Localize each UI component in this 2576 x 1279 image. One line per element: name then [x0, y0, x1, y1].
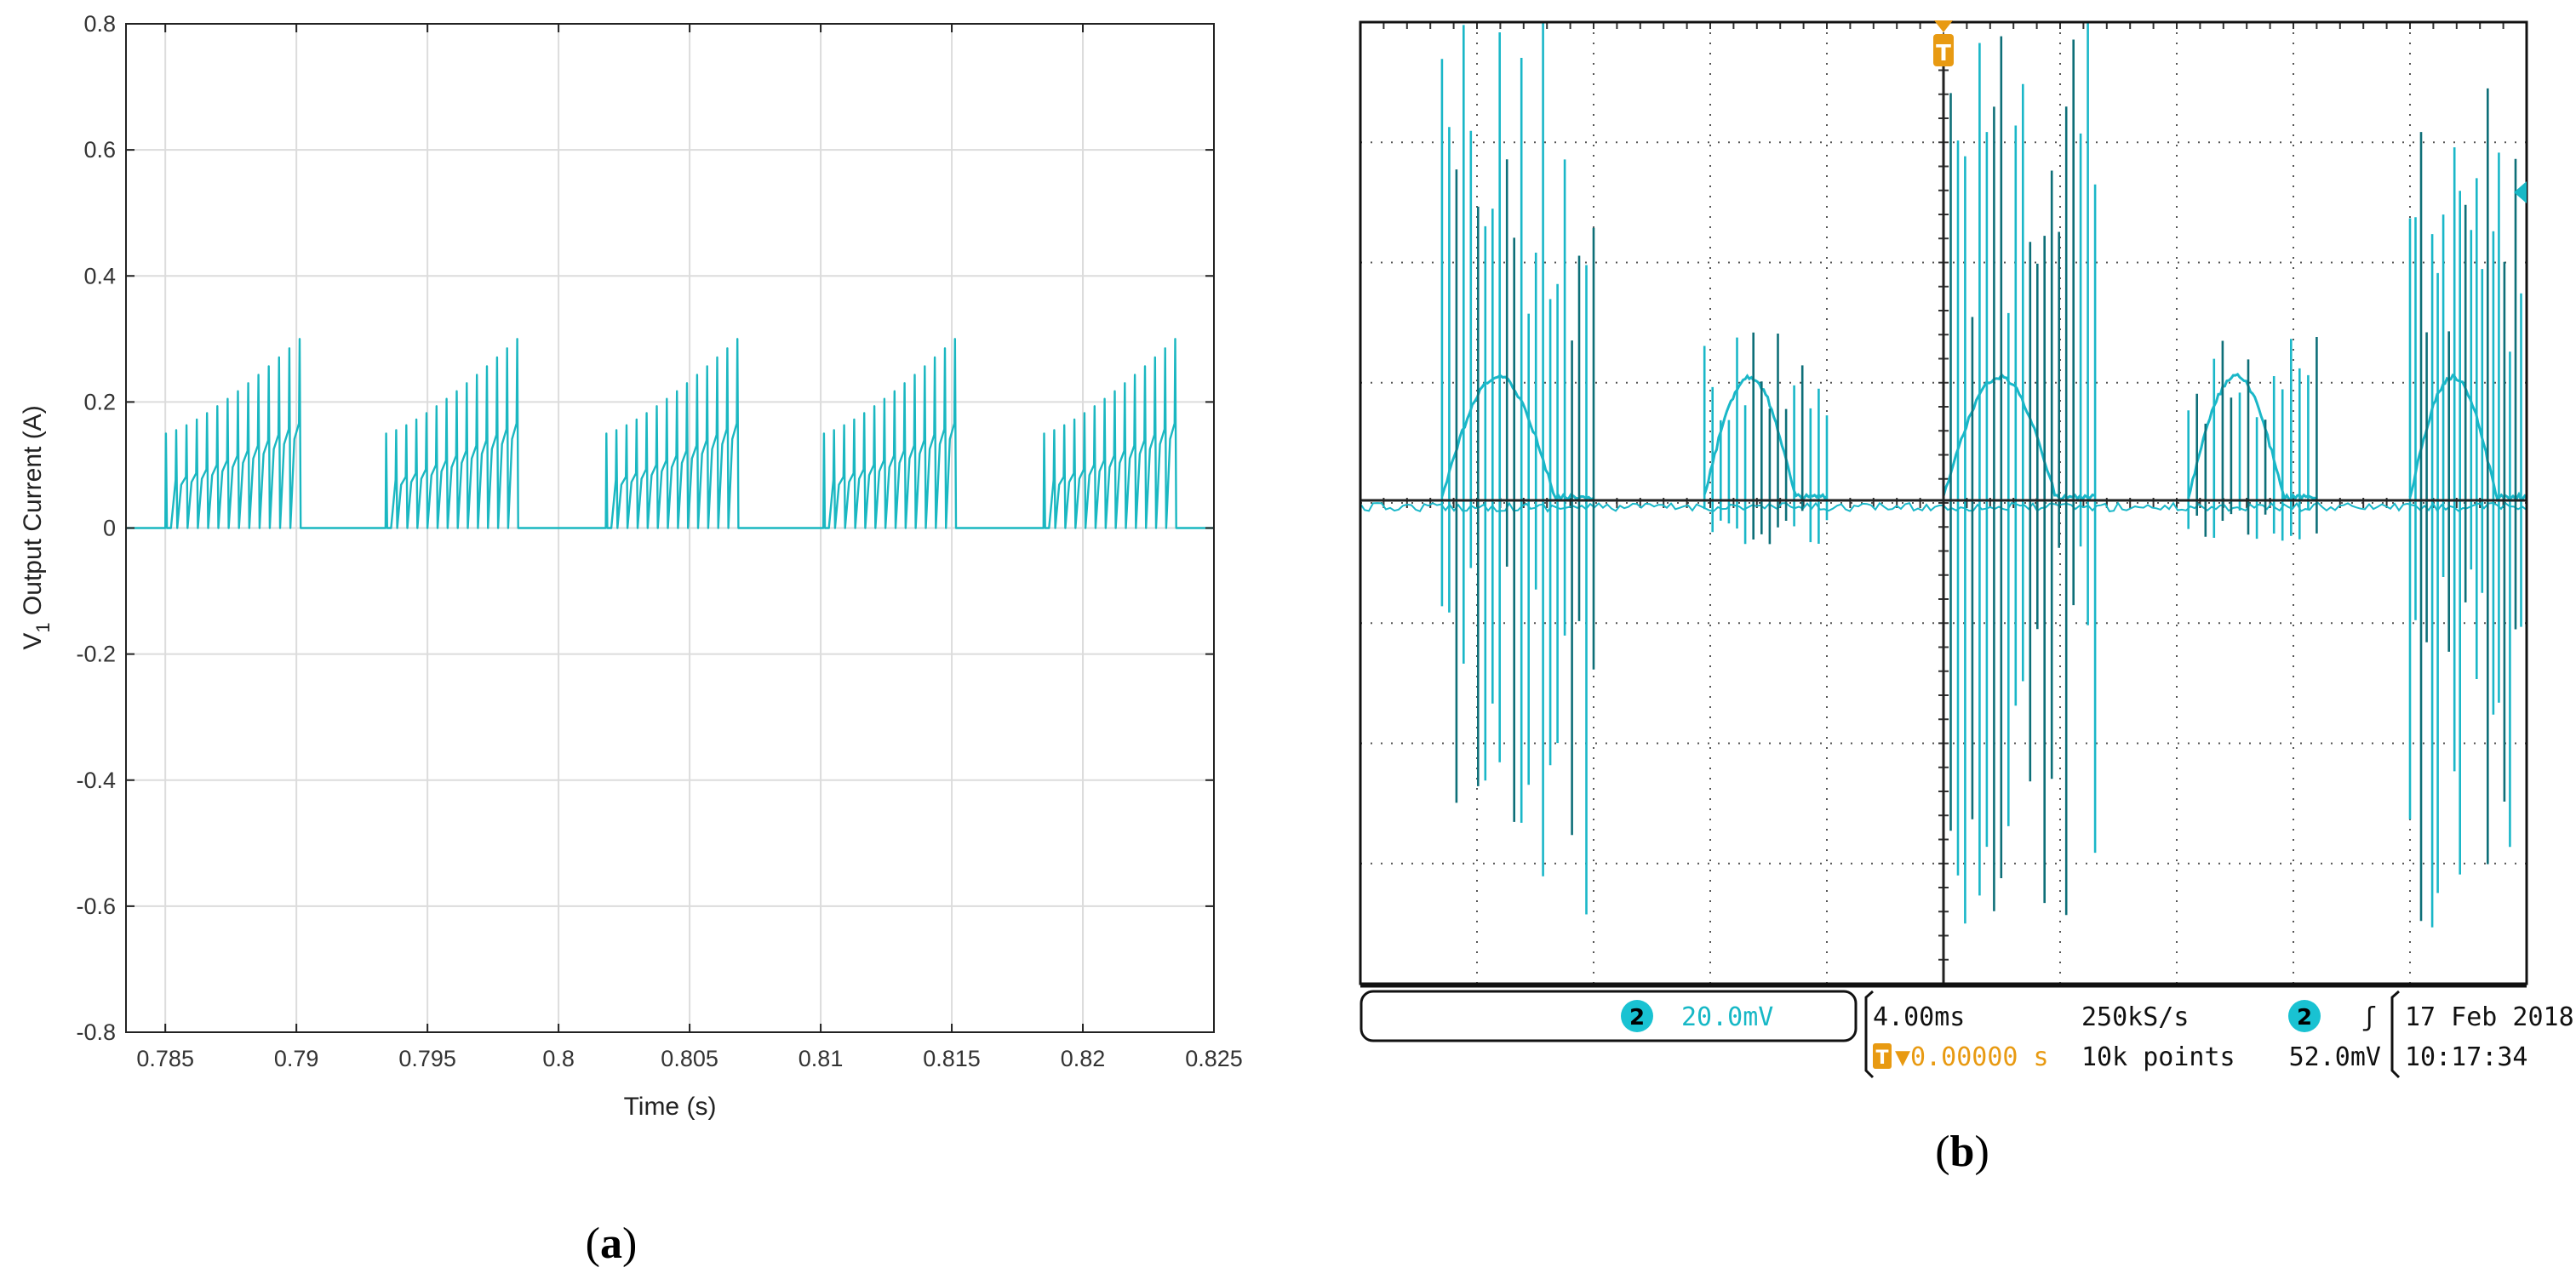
y-tick-label: 0.8	[83, 11, 116, 37]
x-tick-label: 0.785	[136, 1046, 194, 1071]
horizontal-box-left-bracket	[1864, 990, 1875, 1079]
x-tick-label: 0.805	[661, 1046, 718, 1071]
panel-a-label: (a)	[586, 1219, 638, 1268]
scope-envelope-trace	[1942, 372, 2096, 502]
panel-a-x-ticks: 0.785 0.79 0.795 0.8 0.805 0.81 0.815 0.82 0.825	[136, 24, 1243, 1071]
x-tick-label: 0.82	[1061, 1046, 1106, 1071]
y-tick-label: -0.8	[76, 1019, 116, 1045]
trigger-position-readout: ▼0.00000 s	[1895, 1042, 2049, 1072]
panel-a-y-axis-title: V1 Output Current (A)	[19, 405, 54, 649]
x-tick-label: 0.79	[274, 1046, 319, 1071]
y-tick-label: 0.4	[83, 263, 116, 288]
trigger-position-marker[interactable]: T	[1933, 20, 1954, 66]
panel-a-chart: 0.785 0.79 0.795 0.8 0.805 0.81 0.815 0.82 0.825…	[19, 11, 1243, 1268]
channel-scale-box[interactable]	[1360, 990, 1858, 1042]
channel-2-badge-label: 2	[1629, 1005, 1645, 1031]
trigger-level-readout: 52.0mV	[2289, 1042, 2381, 1072]
trigger-slope-icon: ʃ	[2361, 1002, 2377, 1032]
y-tick-label: 0.6	[83, 137, 116, 163]
x-tick-label: 0.81	[799, 1046, 844, 1071]
trigger-channel-badge	[2288, 1000, 2321, 1032]
channel-2-badge	[1621, 1000, 1653, 1032]
panel-b-oscilloscope: T 2 20.0mV 4.00ms 250kS/s T ▼0.00000 s 1…	[1359, 20, 2574, 1176]
vertical-scale-readout: 20.0mV	[1681, 1002, 1773, 1032]
trigger-position-badge	[1873, 1043, 1892, 1069]
date-box-left-bracket	[2390, 990, 2401, 1079]
x-tick-label: 0.825	[1185, 1046, 1243, 1071]
scope-status-bar: 2 20.0mV 4.00ms 250kS/s T ▼0.00000 s 10k…	[1360, 990, 2574, 1079]
x-tick-label: 0.795	[398, 1046, 456, 1071]
panel-a-x-axis-title: Time (s)	[624, 1093, 717, 1121]
panel-a-y-ticks: -0.8 -0.6 -0.4 -0.2 0 0.2 0.4 0.6 0.8	[76, 11, 1214, 1045]
channel-level-marker[interactable]	[2514, 181, 2527, 203]
y-tick-label: -0.6	[76, 894, 116, 919]
panel-a-signal	[126, 338, 1214, 529]
time-readout: 10:17:34	[2405, 1042, 2528, 1072]
scope-envelope-trace	[2408, 373, 2528, 502]
time-scale-readout: 4.00ms	[1873, 1002, 1965, 1032]
y-tick-label: 0.2	[83, 389, 116, 414]
panel-b-label: (b)	[1935, 1128, 1989, 1176]
y-tick-label: -0.4	[76, 768, 116, 793]
x-tick-label: 0.8	[542, 1046, 575, 1071]
scope-envelope-trace	[1703, 374, 1828, 501]
scope-envelope-trace	[2187, 373, 2317, 502]
output-current-trace	[126, 338, 1214, 529]
y-tick-label: 0	[103, 516, 116, 541]
trigger-marker-label: T	[1936, 41, 1951, 66]
trigger-position-badge-label: T	[1875, 1048, 1888, 1069]
trigger-channel-badge-label: 2	[2297, 1005, 2312, 1031]
date-readout: 17 Feb 2018	[2405, 1002, 2574, 1032]
x-tick-label: 0.815	[923, 1046, 981, 1071]
sample-rate-readout: 250kS/s	[2081, 1002, 2189, 1032]
y-tick-label: -0.2	[76, 642, 116, 667]
record-length-readout: 10k points	[2081, 1042, 2235, 1072]
